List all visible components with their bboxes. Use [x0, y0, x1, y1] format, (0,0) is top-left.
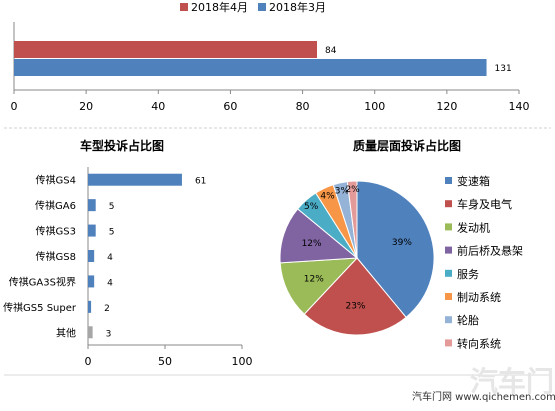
pie-slice-0 [356, 180, 435, 319]
top-tick-label-0: 0 [11, 100, 18, 113]
pie-legend-swatch-6 [445, 316, 452, 324]
pie-value-label-3: 12% [302, 239, 322, 249]
model-category-label-6: 其他 [56, 326, 76, 339]
model-bar-label-0: 61 [195, 177, 206, 187]
top-bar-label-0: 84 [325, 46, 337, 56]
pie-legend-label-4: 服务 [457, 268, 479, 281]
legend-label-march: 2018年3月 [269, 0, 326, 14]
model-tick-label-0: 0 [85, 355, 92, 368]
pie-legend-swatch-0 [445, 177, 452, 184]
top-tick-label-7: 140 [509, 100, 530, 113]
model-bar-label-6: 3 [106, 329, 112, 339]
pie-legend-swatch-2 [445, 223, 452, 231]
model-bar-4 [88, 275, 95, 288]
quality-pie-chart: 39% 23% 12% 12% 5%4% 3%2% [279, 180, 435, 336]
pie-legend-swatch-1 [445, 200, 452, 208]
pie-value-label-2: 12% [304, 274, 324, 284]
pie-legend-swatch-5 [445, 293, 452, 300]
legend-swatch-april [180, 3, 188, 11]
pie-legend-label-1: 车身及电气 [457, 197, 512, 211]
model-bar-2 [88, 224, 96, 237]
model-bar-5 [88, 300, 92, 313]
model-bar-6 [88, 326, 93, 339]
pie-legend-label-5: 制动系统 [457, 291, 501, 304]
top-legend: 2018年4月 2018年3月 [180, 0, 326, 14]
source-footer: 汽车门网 www.qichemen.com [412, 392, 555, 403]
pie-legend-label-7: 转向系统 [457, 336, 501, 350]
top-tick-label-6: 120 [436, 100, 457, 113]
model-category-label-2: 传祺GS3 [36, 225, 76, 238]
model-bar-label-1: 5 [109, 202, 115, 212]
legend-label-april: 2018年4月 [191, 0, 248, 14]
pie-value-label-5: 4% [320, 191, 335, 201]
model-bar-label-3: 4 [107, 253, 113, 263]
top-bar-1 [14, 59, 487, 76]
pie-legend-label-2: 发动机 [457, 220, 490, 234]
model-chart-title: 车型投诉占比图 [80, 138, 164, 153]
pie-value-label-1: 23% [345, 302, 365, 312]
pie-value-label-4: 5% [304, 202, 319, 212]
pie-legend-swatch-4 [445, 269, 452, 277]
pie-legend-label-0: 变速箱 [457, 174, 490, 188]
model-bar-label-2: 5 [109, 228, 115, 238]
pie-value-label-0: 39% [392, 238, 412, 248]
top-tick-label-4: 80 [296, 100, 310, 113]
top-tick-label-2: 40 [151, 100, 165, 113]
pie-slice-7 [346, 180, 358, 259]
top-tick-label-3: 60 [223, 100, 237, 113]
model-tick-label-2: 100 [232, 355, 253, 368]
model-category-label-4: 传祺GA3S视界 [9, 275, 76, 288]
model-bar-label-4: 4 [107, 278, 113, 288]
model-category-label-5: 传祺GS5 Super [3, 301, 77, 314]
model-bar-1 [88, 199, 96, 212]
pie-legend-swatch-7 [445, 339, 452, 347]
model-tick-label-1: 50 [158, 355, 172, 368]
comparison-bar-chart: 84 131 0 20 40 60 80 100 120 140 [11, 22, 530, 113]
pie-value-label-7: 2% [345, 185, 360, 195]
legend-swatch-march [258, 3, 266, 11]
model-complaint-bar-chart: 61 传祺GS4 5 传祺GA6 5 传祺GS3 4 传祺GS8 4 传祺GA3S视界 2 传祺GS5… [3, 167, 253, 368]
watermark-logo: 汽车门 [470, 365, 555, 398]
model-category-label-1: 传祺GA6 [35, 199, 76, 212]
model-category-label-3: 传祺GS8 [36, 250, 76, 263]
pie-legend-label-3: 前后桥及悬架 [457, 244, 523, 258]
model-bar-0 [88, 173, 182, 186]
top-tick-label-1: 20 [79, 100, 93, 113]
model-bar-3 [88, 250, 95, 262]
pie-legend-label-6: 轮胎 [457, 313, 479, 327]
pie-slice-1 [303, 257, 407, 336]
model-bar-label-5: 2 [104, 304, 110, 314]
top-bar-0 [14, 41, 317, 58]
top-tick-label-5: 100 [364, 100, 385, 113]
pie-legend-swatch-3 [445, 246, 452, 254]
pie-value-label-6: 3% [335, 186, 350, 196]
quality-chart-title: 质量层面投诉占比图 [353, 138, 461, 153]
top-bar-label-1: 131 [495, 64, 512, 74]
model-category-label-0: 传祺GS4 [36, 174, 76, 187]
